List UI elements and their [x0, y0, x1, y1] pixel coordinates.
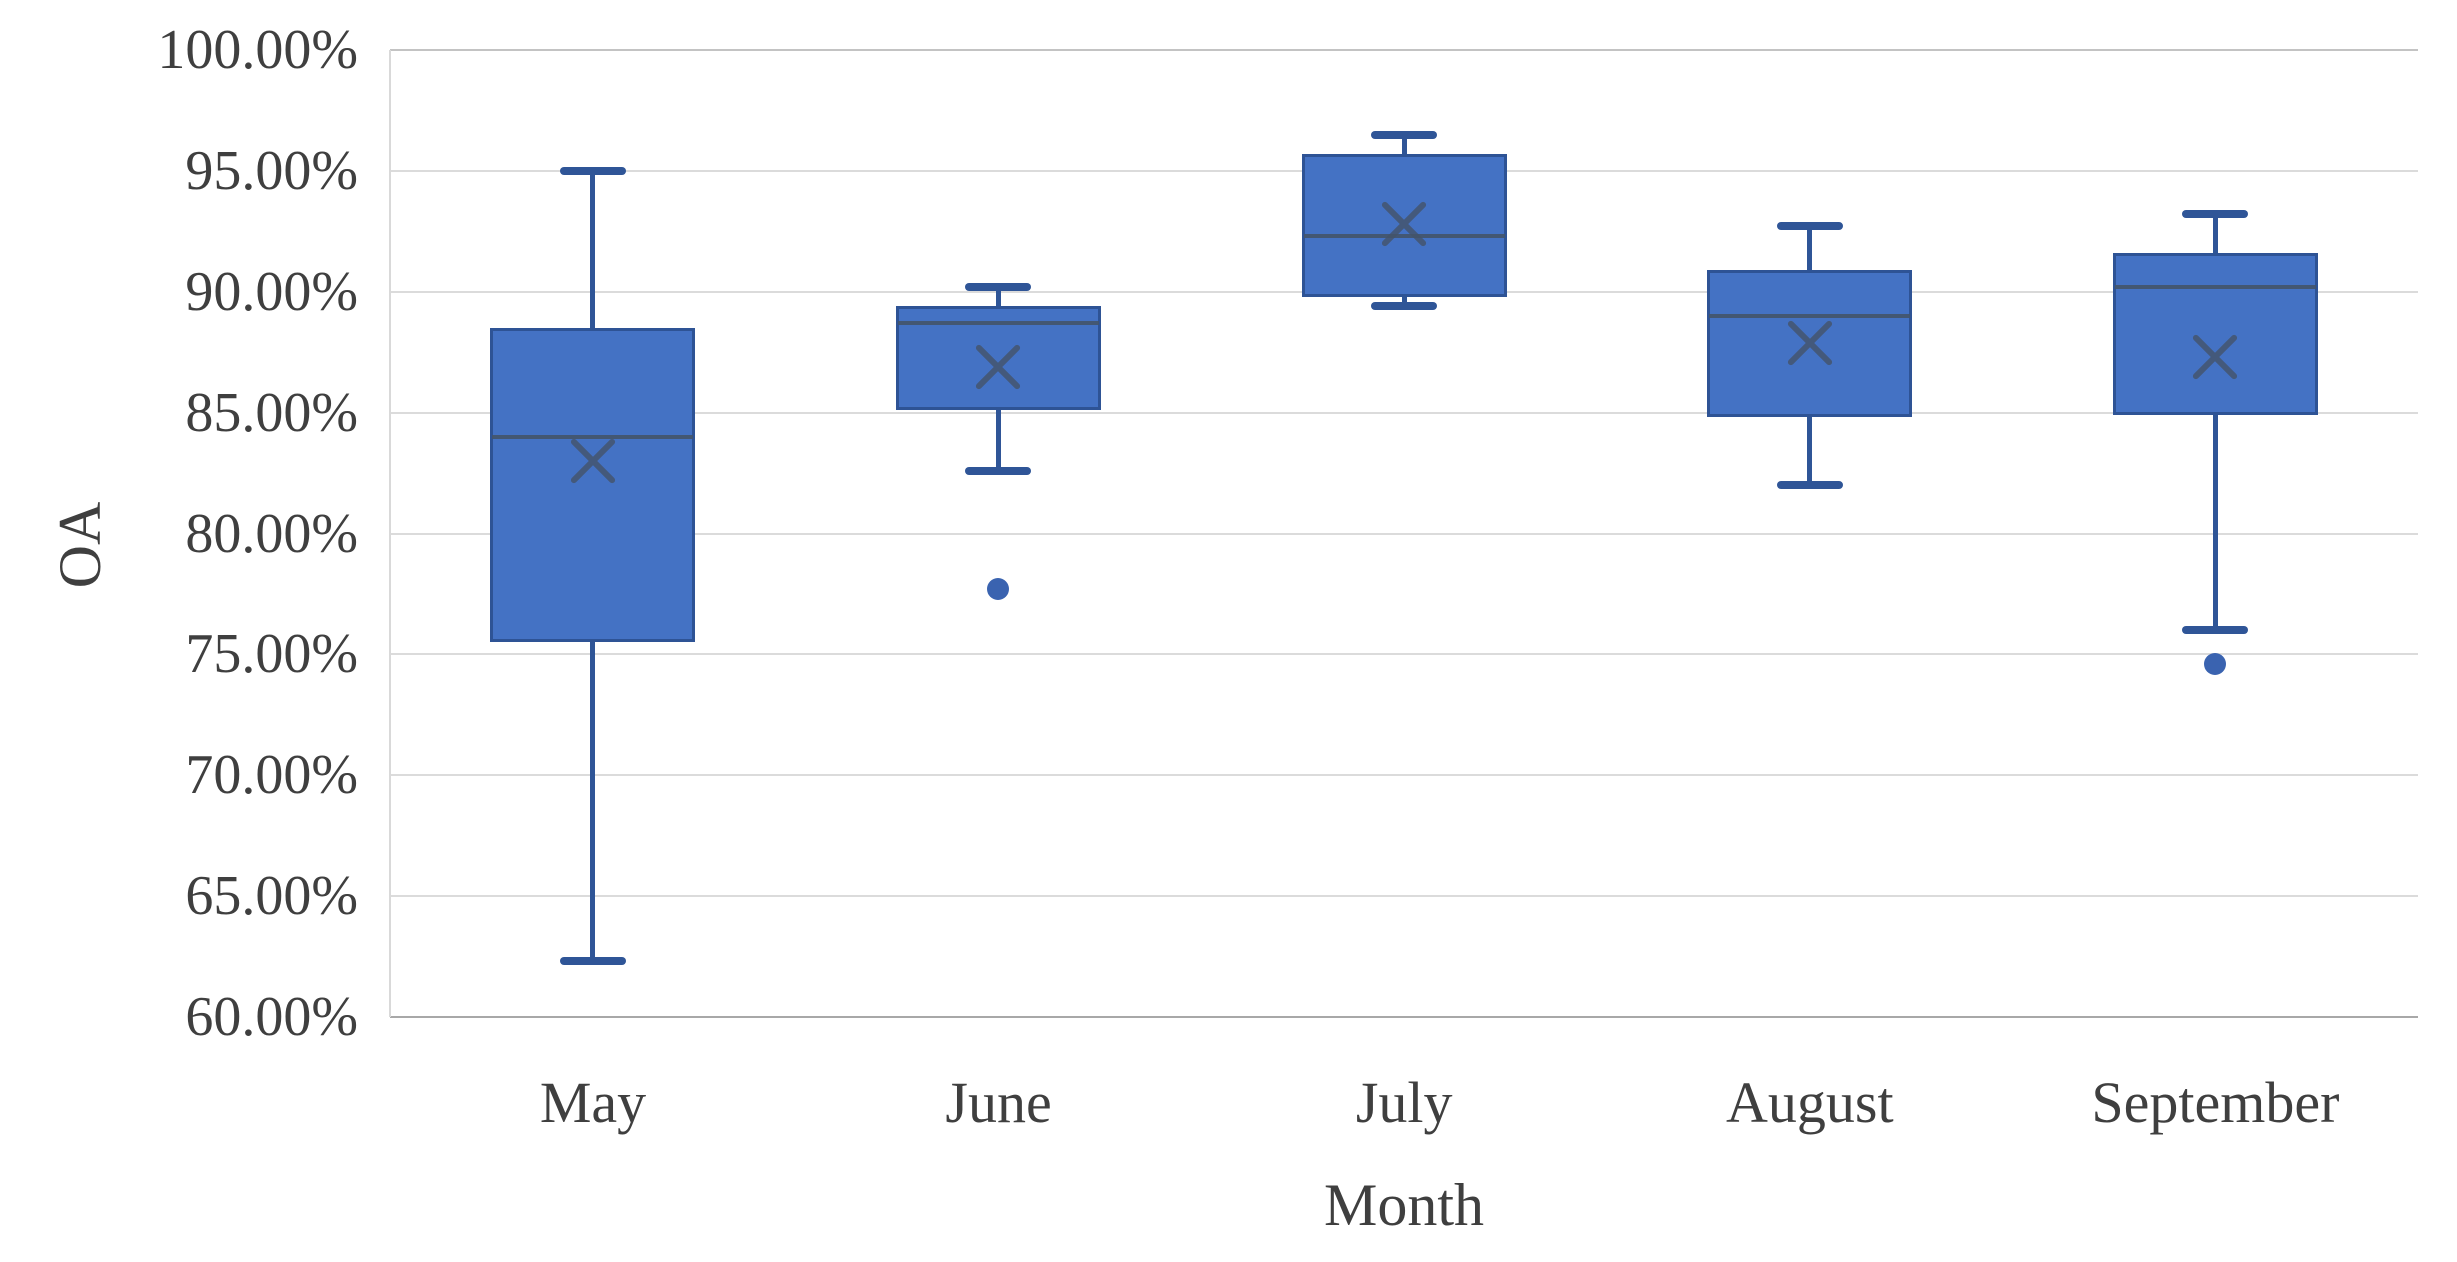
whisker-cap-upper-august — [1776, 222, 1843, 231]
y-tick-label: 75.00% — [185, 623, 358, 686]
mean-marker-may — [569, 437, 617, 485]
whisker-upper-september — [2212, 214, 2218, 254]
whisker-upper-july — [1401, 134, 1407, 154]
gridline-100 — [390, 49, 2418, 51]
median-line-july — [1303, 234, 1505, 239]
median-line-june — [897, 321, 1099, 326]
whisker-lower-july — [1401, 296, 1407, 307]
median-line-september — [2114, 284, 2316, 289]
whisker-cap-upper-may — [559, 166, 626, 175]
median-line-august — [1709, 313, 1911, 318]
whisker-lower-august — [1807, 417, 1813, 486]
y-axis-line — [389, 50, 391, 1017]
mean-marker-july — [1380, 200, 1428, 248]
y-tick-label: 85.00% — [185, 381, 358, 444]
y-tick-label: 100.00% — [157, 19, 358, 81]
box-may — [490, 328, 696, 643]
whisker-lower-may — [590, 642, 596, 962]
whisker-cap-lower-august — [1776, 481, 1843, 490]
whisker-upper-august — [1807, 226, 1813, 270]
mean-marker-august — [1786, 319, 1834, 367]
x-tick-label-september: September — [2091, 1070, 2340, 1135]
whisker-cap-lower-june — [965, 466, 1032, 475]
whisker-upper-june — [995, 286, 1001, 307]
gridline-70 — [390, 774, 2418, 777]
gridline-60 — [390, 1016, 2418, 1018]
x-tick-label-august: August — [1726, 1070, 1894, 1135]
gridline-75 — [390, 653, 2418, 656]
whisker-cap-upper-july — [1371, 130, 1437, 139]
x-tick-label-may: May — [539, 1070, 647, 1135]
x-axis-title: Month — [1323, 1172, 1485, 1238]
whisker-lower-june — [995, 410, 1001, 471]
y-tick-label: 95.00% — [185, 139, 358, 202]
y-tick-label: 90.00% — [185, 260, 358, 323]
outlier-june — [987, 578, 1010, 601]
box-september — [2112, 253, 2318, 416]
whisker-upper-may — [590, 170, 596, 328]
y-axis-title: OA — [47, 501, 113, 589]
gridline-85 — [390, 411, 2418, 414]
mean-marker-june — [974, 343, 1022, 391]
x-tick-label-june: June — [945, 1070, 1052, 1135]
y-tick-label: 60.00% — [185, 986, 358, 1048]
gridline-65 — [390, 895, 2418, 898]
whisker-lower-september — [2212, 415, 2218, 631]
whisker-cap-upper-september — [2182, 210, 2249, 219]
gridline-80 — [390, 532, 2418, 535]
median-line-may — [492, 434, 694, 439]
y-tick-label: 65.00% — [185, 865, 358, 928]
y-tick-label: 70.00% — [185, 744, 358, 807]
whisker-cap-lower-july — [1371, 302, 1437, 311]
whisker-cap-upper-june — [965, 282, 1032, 291]
whisker-cap-lower-september — [2182, 626, 2249, 635]
y-tick-label: 80.00% — [185, 502, 358, 565]
x-tick-label-july: July — [1355, 1070, 1453, 1135]
whisker-cap-lower-may — [559, 957, 626, 966]
mean-marker-september — [2191, 333, 2239, 381]
outlier-september — [2204, 653, 2227, 676]
